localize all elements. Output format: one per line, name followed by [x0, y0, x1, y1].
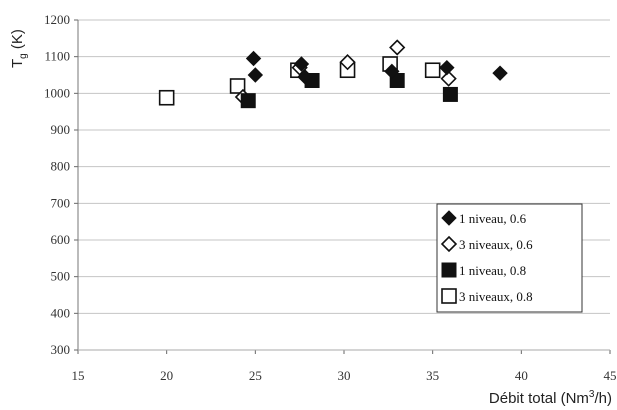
x-tick-label: 15 — [72, 368, 85, 383]
y-tick-label: 500 — [51, 269, 71, 284]
data-point — [245, 50, 262, 67]
y-tick-label: 1000 — [44, 85, 70, 100]
data-point — [339, 54, 356, 71]
x-tick-label: 40 — [515, 368, 528, 383]
data-point — [297, 69, 313, 85]
legend-marker — [441, 210, 457, 226]
data-point — [492, 65, 508, 81]
data-point — [247, 67, 264, 83]
axes — [74, 19, 611, 354]
y-tick-label: 900 — [51, 122, 71, 137]
legend-label: 3 niveaux, 0.8 — [459, 289, 533, 304]
legend-marker — [441, 288, 457, 304]
y-tick-label: 600 — [51, 232, 71, 247]
data-points — [158, 39, 508, 109]
data-point — [439, 59, 455, 76]
y-tick-label: 1200 — [44, 12, 70, 27]
legend-marker — [441, 262, 457, 278]
y-tick-label: 400 — [51, 305, 71, 320]
y-axis-label: Tg (K) — [9, 29, 29, 68]
y-tick-label: 1100 — [44, 49, 70, 64]
x-tick-label: 35 — [426, 368, 439, 383]
data-point — [442, 86, 458, 102]
data-point — [240, 93, 256, 109]
legend-marker — [440, 235, 458, 253]
legend-label: 1 niveau, 0.6 — [459, 211, 527, 226]
legend-label: 1 niveau, 0.8 — [459, 263, 526, 278]
legend: 1 niveau, 0.6 3 niveaux, 0.6 1 niveau, 0.8… — [436, 203, 583, 313]
legend-box — [436, 203, 583, 313]
y-tick-label: 800 — [51, 159, 71, 174]
data-point — [389, 39, 406, 56]
legend-label: 3 niveaux, 0.6 — [459, 237, 533, 252]
data-point — [424, 62, 441, 79]
data-point — [293, 56, 310, 72]
y-tick-label: 700 — [51, 195, 71, 210]
x-tick-labels: 15 20 25 30 35 40 45 — [72, 368, 617, 383]
x-tick-label: 25 — [249, 368, 262, 383]
x-tick-label: 20 — [160, 368, 173, 383]
data-point — [384, 63, 400, 80]
y-tick-label: 300 — [51, 342, 71, 357]
data-point — [229, 78, 246, 94]
x-tick-label: 45 — [604, 368, 617, 383]
y-tick-labels: 300 400 500 600 700 800 900 1000 1100 1200 — [44, 12, 70, 357]
svg-text:Tg (K): Tg (K) — [9, 29, 29, 68]
data-point — [158, 89, 175, 106]
x-tick-label: 30 — [338, 368, 351, 383]
data-point — [440, 70, 457, 87]
x-axis-label: Débit total (Nm3/h) — [489, 389, 612, 407]
